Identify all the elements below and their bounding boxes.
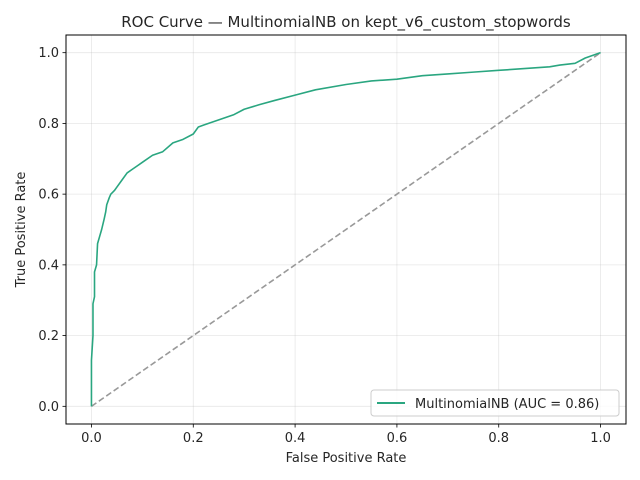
y-tick-label: 0.2: [38, 329, 59, 344]
ticks: 0.0 0.2 0.4 0.6 0.8 1.0 0.0 0.2 0.4 0.6 0.8 1.0: [38, 46, 611, 446]
x-tick-label: 0.4: [285, 431, 306, 446]
x-tick-label: 0.2: [183, 431, 204, 446]
legend: MultinomialNB (AUC = 0.86): [370, 389, 620, 417]
y-tick-label: 0.4: [38, 258, 59, 273]
legend-box: [370, 389, 620, 417]
chance-diagonal-line: [90, 52, 602, 407]
x-tick-label: 0.6: [387, 431, 408, 446]
plot-frame: [65, 34, 627, 425]
y-tick-label: 0.0: [38, 400, 59, 415]
roc-curve-line: [90, 51, 601, 407]
x-tick-label: 0.8: [488, 431, 509, 446]
x-axis-label: False Positive Rate: [286, 451, 407, 466]
chart-title: ROC Curve — MultinomialNB on kept_v6_cus…: [121, 13, 571, 32]
y-tick-label: 0.8: [38, 117, 59, 132]
y-tick-label: 0.6: [38, 188, 59, 203]
y-tick-label: 1.0: [38, 46, 59, 61]
legend-label: MultinomialNB (AUC = 0.86): [415, 397, 599, 412]
series-layer: [90, 51, 602, 407]
x-tick-label: 1.0: [590, 431, 611, 446]
y-axis-label: True Positive Rate: [14, 172, 29, 289]
x-tick-label: 0.0: [81, 431, 102, 446]
grid: [66, 35, 626, 424]
